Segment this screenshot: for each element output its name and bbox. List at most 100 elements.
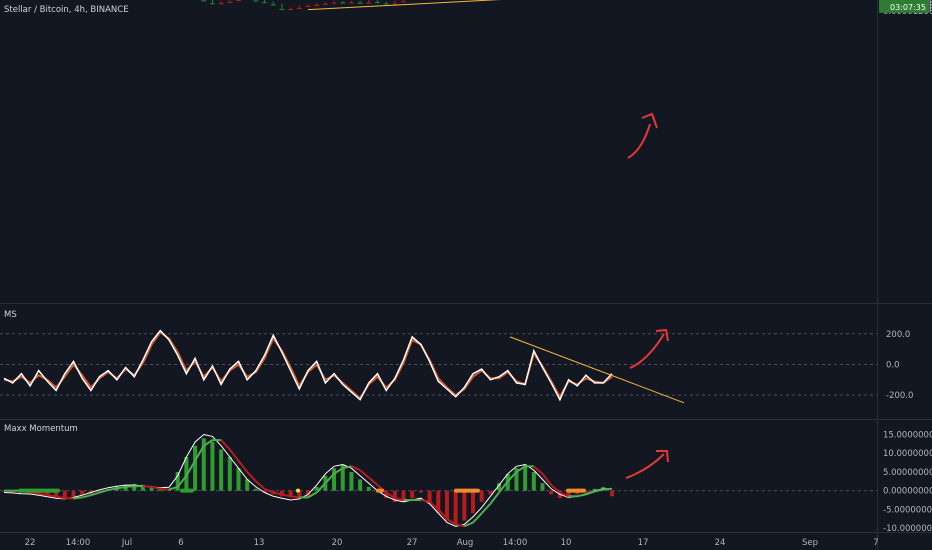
momentum-fast-line	[290, 495, 300, 499]
time-tick-label: 20	[332, 538, 343, 548]
momentum-bar	[497, 483, 502, 491]
ms-arrow-icon	[629, 333, 665, 369]
candle-body	[322, 3, 328, 5]
momentum-bar	[401, 490, 406, 502]
ms-title: MS	[4, 310, 17, 320]
momentum-fast-line	[463, 521, 474, 528]
momentum-fast-line	[99, 488, 109, 494]
momentum-bar	[193, 445, 198, 491]
momentum-fast-line	[176, 475, 188, 488]
candle-body	[236, 0, 242, 2]
momentum-bar	[592, 488, 597, 491]
momentum-bar	[453, 490, 458, 525]
maxx-momentum-panel: 15.00000000 10.00000000 5.00000000 0.000000…	[0, 430, 932, 534]
momentum-tick-label: 0.00000000	[883, 487, 932, 497]
momentum-fast-line	[203, 439, 214, 447]
momentum-fast-line	[498, 480, 509, 494]
momentum-fast-line	[428, 501, 439, 511]
momentum-fast-line	[351, 465, 361, 471]
chart-title: Stellar / Bitcoin, 4h, BINANCE	[4, 5, 129, 15]
momentum-bar	[201, 438, 206, 491]
momentum-bar	[444, 490, 449, 521]
time-tick-label: 14:00	[66, 538, 91, 548]
time-tick-label: 17	[638, 538, 649, 548]
momentum-fast-line	[533, 465, 544, 475]
momentum-fast-line	[73, 496, 83, 500]
ms-tick-label: 0.0	[886, 360, 900, 370]
candle-body	[374, 2, 380, 4]
countdown-tag	[879, 0, 929, 13]
candle-body	[348, 2, 354, 4]
ms-trendline	[509, 336, 685, 404]
time-tick-label: 6	[178, 538, 183, 548]
momentum-bar	[62, 490, 67, 498]
momentum-fast-line	[585, 490, 595, 496]
momentum-fast-line	[47, 494, 57, 498]
momentum-fast-line	[594, 488, 604, 493]
candle-body	[340, 2, 346, 4]
momentum-bar	[71, 490, 76, 497]
momentum-bar	[340, 464, 345, 491]
trend-arrow-icon	[627, 123, 651, 159]
momentum-fast-line	[55, 495, 65, 500]
momentum-tick-label: -10.00000000	[883, 524, 932, 534]
time-tick-label: 24	[715, 538, 726, 548]
momentum-fast-line	[255, 480, 266, 490]
time-tick-label: Aug	[457, 538, 474, 548]
momentum-fast-line	[420, 499, 430, 503]
momentum-fast-line	[90, 491, 100, 497]
momentum-fast-line	[446, 517, 457, 526]
momentum-state-dot	[18, 488, 60, 493]
candle-body	[227, 1, 233, 3]
momentum-bar	[80, 490, 85, 496]
candle-body	[253, 0, 259, 2]
time-tick-label: 22	[25, 538, 36, 548]
momentum-fast-line	[220, 439, 231, 451]
momentum-fast-line	[394, 497, 404, 502]
candle-body	[314, 5, 320, 7]
candle-body	[288, 9, 294, 11]
ms-panel: 200.0 0.0 -200.0	[0, 328, 913, 404]
momentum-fast-line	[125, 485, 135, 488]
candle-body	[331, 2, 337, 4]
momentum-bar	[149, 486, 154, 491]
momentum-bar	[175, 471, 180, 491]
main-annotations: 0.0000090703:07:350.00000848	[307, 0, 929, 159]
momentum-bar	[488, 490, 493, 495]
momentum-fast-line	[315, 482, 327, 494]
momentum-fast-line	[264, 487, 274, 494]
momentum-bar	[549, 490, 554, 495]
momentum-fast-line	[237, 460, 248, 473]
time-tick-label: 14:00	[503, 538, 528, 548]
candle-body	[270, 4, 276, 6]
candle-body	[383, 3, 389, 5]
time-tick-label: 7	[873, 538, 878, 548]
momentum-fast-line	[541, 473, 552, 486]
momentum-fast-line	[151, 485, 161, 490]
momentum-bar	[253, 488, 258, 491]
momentum-bar	[410, 490, 415, 499]
momentum-fast-line	[246, 471, 257, 482]
momentum-fast-line	[281, 493, 291, 498]
momentum-fast-line	[29, 491, 39, 495]
momentum-tick-label: -5.00000000	[883, 505, 932, 515]
momentum-bar	[366, 486, 371, 491]
ms-tick-label: -200.0	[886, 391, 913, 401]
candle-body	[392, 3, 398, 5]
momentum-bar	[418, 490, 423, 493]
momentum-fast-line	[116, 485, 126, 490]
momentum-bar	[167, 488, 172, 491]
momentum-tick-label: 5.00000000	[883, 468, 932, 478]
time-tick-label: 13	[254, 538, 265, 548]
momentum-fast-line	[359, 469, 370, 479]
countdown-label: 03:07:35	[890, 3, 926, 12]
momentum-bar	[132, 483, 137, 491]
momentum-bar	[227, 456, 232, 491]
momentum-fast-line	[455, 523, 465, 528]
momentum-bar	[236, 468, 241, 491]
momentum-bar	[531, 471, 536, 491]
maxx-momentum-title: Maxx Momentum	[4, 424, 78, 434]
main-trendline	[307, 0, 501, 11]
candle-body	[366, 2, 372, 4]
